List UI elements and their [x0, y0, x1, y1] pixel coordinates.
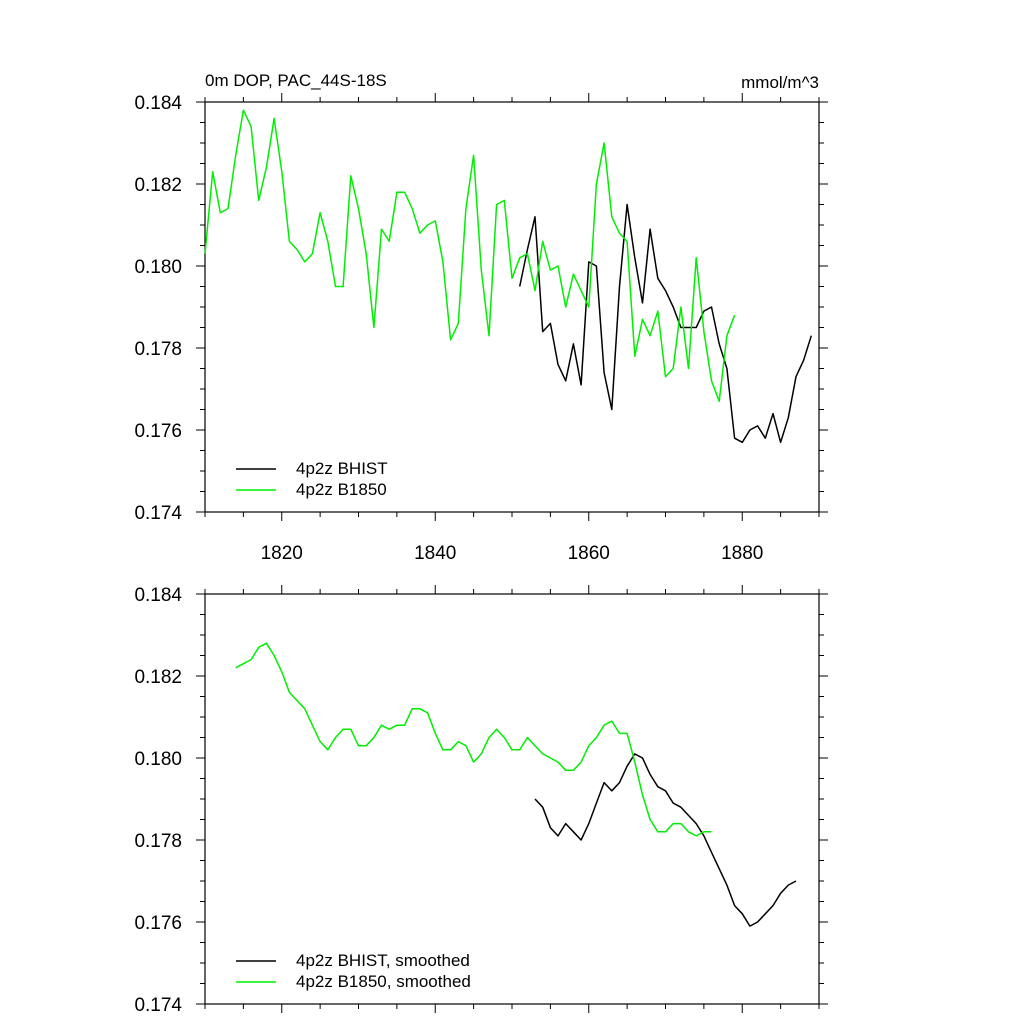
- top-plot-frame: [204, 101, 820, 513]
- y-tick-label: 0.176: [134, 421, 182, 442]
- y-tick-label: 0.178: [134, 339, 182, 360]
- series-line-4p2z-bhist: [518, 203, 813, 444]
- y-tick-label: 0.178: [134, 831, 182, 852]
- legend-label-bhist: 4p2z BHIST: [296, 459, 388, 478]
- series-line-4p2z-b1850-smoothed: [235, 642, 712, 837]
- y-tick-label: 0.184: [134, 93, 182, 114]
- y-tick-label: 0.180: [134, 749, 182, 770]
- bottom-plot-frame: [204, 593, 820, 1005]
- y-tick-label: 0.176: [134, 913, 182, 934]
- series-line-4p2z-b1850: [204, 109, 736, 403]
- top-legend: 4p2z BHIST 4p2z B1850: [236, 459, 388, 499]
- y-tick-label: 0.184: [134, 585, 182, 606]
- bottom-legend: 4p2z BHIST, smoothed 4p2z B1850, smoothe…: [236, 951, 471, 991]
- y-tick-label: 0.182: [134, 175, 182, 196]
- x-tick-label: 1840: [414, 543, 456, 564]
- top-axis-labels: 0.174 0.176 0.178 0.180 0.182 0.184 1820 1840 18…: [134, 93, 763, 564]
- top-chart-units: mmol/m^3: [741, 73, 819, 92]
- x-tick-label: 1820: [261, 543, 303, 564]
- y-tick-label: 0.182: [134, 667, 182, 688]
- y-tick-label: 0.180: [134, 257, 182, 278]
- legend-label-b1850-smoothed: 4p2z B1850, smoothed: [296, 972, 471, 991]
- x-tick-label: 1880: [721, 543, 763, 564]
- top-axis-ticks: [196, 93, 828, 521]
- x-tick-label: 1860: [568, 543, 610, 564]
- bottom-axis-ticks: [196, 585, 828, 1013]
- top-chart-title: 0m DOP, PAC_44S-18S: [205, 71, 387, 90]
- legend-label-bhist-smoothed: 4p2z BHIST, smoothed: [296, 951, 470, 970]
- y-tick-label: 0.174: [134, 503, 182, 524]
- top-series: [204, 109, 813, 444]
- legend-label-b1850: 4p2z B1850: [296, 480, 387, 499]
- bottom-panel: 0.174 0.176 0.178 0.180 0.182 0.184 4p2z BHIS…: [134, 585, 828, 1016]
- top-panel: 0m DOP, PAC_44S-18S mmol/m^3 0.1740.1760…: [134, 71, 828, 564]
- bottom-series: [235, 642, 797, 927]
- bottom-axis-labels: 0.174 0.176 0.178 0.180 0.182 0.184: [134, 585, 182, 1016]
- y-tick-label: 0.174: [134, 995, 182, 1016]
- series-line-4p2z-bhist-smoothed: [534, 753, 797, 927]
